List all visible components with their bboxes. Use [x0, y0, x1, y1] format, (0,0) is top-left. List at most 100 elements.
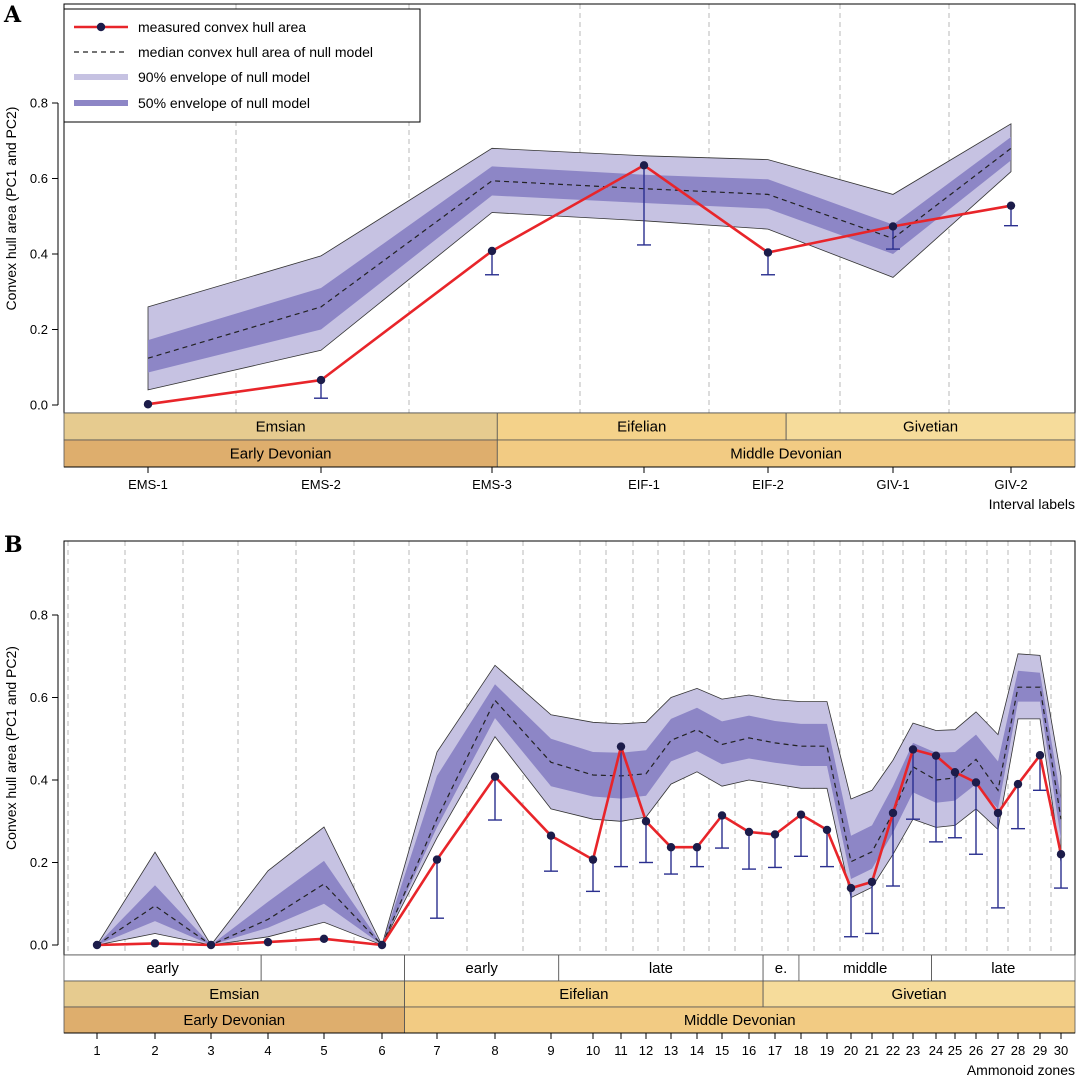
legend-item-label: median convex hull area of null model	[138, 44, 373, 60]
y-tick-label: 0.2	[30, 855, 48, 870]
x-tick-label: 17	[768, 1043, 782, 1058]
substage-band	[762, 954, 800, 982]
x-tick-label: 28	[1011, 1043, 1025, 1058]
median-line	[96, 686, 1062, 947]
data-point	[846, 883, 856, 893]
data-point	[867, 877, 877, 887]
data-point	[150, 939, 160, 948]
data-point	[993, 808, 1003, 818]
panel-a-chart: 0.0 0.2 0.4 0.6 0.8 Convex hull area (PC1 and…	[3, 3, 1076, 512]
panel-b-chart: 0.0 0.2 0.4 0.6 0.8 Convex hull area (PC1 and…	[3, 540, 1076, 1078]
x-tick-label: 2	[151, 1043, 158, 1058]
y-axis-title: Convex hull area (PC1 and PC2)	[3, 107, 19, 311]
stage-band	[63, 412, 498, 441]
x-tick-label: 30	[1054, 1043, 1068, 1058]
x-tick-label: 7	[433, 1043, 440, 1058]
period-band	[63, 439, 498, 468]
data-point	[950, 767, 960, 777]
substage-band-label: middle	[843, 960, 887, 977]
data-point	[908, 745, 918, 754]
x-tick-label: 1	[93, 1043, 100, 1058]
y-tick-label: 0.4	[30, 247, 48, 262]
stage-band	[762, 980, 1076, 1008]
y-tick-label: 0.6	[30, 690, 48, 705]
data-point	[931, 751, 941, 760]
data-point	[639, 161, 649, 170]
data-point	[1006, 201, 1016, 210]
x-tick-label: 24	[929, 1043, 943, 1058]
x-tick-label: 23	[906, 1043, 920, 1058]
x-tick-label: 9	[547, 1043, 554, 1058]
x-tick-label: 18	[794, 1043, 808, 1058]
data-point	[546, 831, 556, 840]
data-point	[490, 772, 500, 781]
stage-band-label: Eifelian	[559, 986, 608, 1003]
period-band	[496, 439, 1076, 468]
data-point	[432, 855, 442, 864]
x-axis-title: Ammonoid zones	[967, 1062, 1075, 1078]
period-band-label: Early Devonian	[230, 446, 332, 463]
substage-band-label: e.	[775, 960, 788, 977]
x-tick-label: 27	[991, 1043, 1005, 1058]
substage-band	[260, 954, 405, 982]
x-tick-label: 5	[320, 1043, 327, 1058]
stage-band-label: Givetian	[892, 986, 947, 1003]
data-point	[666, 843, 676, 852]
data-point	[377, 940, 387, 950]
period-band-label: Early Devonian	[183, 1012, 285, 1029]
stage-band-label: Eifelian	[617, 419, 666, 436]
data-point	[588, 855, 598, 864]
x-axis-title: Interval labels	[989, 496, 1075, 512]
x-tick-label: 16	[742, 1043, 756, 1058]
data-point	[888, 808, 898, 818]
x-tick-label: 15	[715, 1043, 729, 1058]
substage-band	[558, 954, 764, 982]
x-tick-label: 19	[820, 1043, 834, 1058]
panel-b-letter: B	[4, 532, 23, 558]
stage-band-label: Emsian	[256, 419, 306, 436]
substage-band-label: late	[649, 960, 673, 977]
data-point	[1035, 751, 1045, 760]
stage-band	[404, 980, 764, 1008]
x-tick-label: 10	[586, 1043, 600, 1058]
x-tick-label: 20	[844, 1043, 858, 1058]
x-tick-label: 22	[886, 1043, 900, 1058]
y-tick-label: 0.0	[30, 938, 48, 953]
x-tick-label: 4	[264, 1043, 271, 1058]
data-point	[143, 400, 153, 409]
period-band	[404, 1006, 1076, 1034]
data-point	[770, 830, 780, 839]
y-tick-label: 0.0	[30, 398, 48, 413]
x-tick-label: GIV-1	[876, 477, 909, 492]
data-point	[92, 940, 102, 950]
envelope-90	[96, 653, 1062, 947]
substage-band-label: early	[146, 960, 179, 977]
x-tick-label: 14	[690, 1043, 704, 1058]
x-tick-label: EIF-2	[752, 477, 784, 492]
data-point	[744, 827, 754, 837]
data-point	[206, 940, 216, 950]
envelope-50	[97, 670, 1061, 945]
envelope-50	[148, 137, 1011, 373]
data-point	[316, 375, 326, 385]
data-point	[971, 778, 981, 787]
data-point	[263, 937, 273, 947]
data-point	[717, 811, 727, 820]
x-tick-label: EMS-3	[472, 477, 512, 492]
substage-band	[931, 954, 1076, 982]
y-tick-label: 0.2	[30, 322, 48, 337]
legend-measured-point	[96, 22, 106, 32]
legend-item-label: 50% envelope of null model	[138, 95, 310, 111]
x-tick-label: GIV-2	[994, 477, 1027, 492]
legend-item-label: measured convex hull area	[138, 19, 306, 35]
x-tick-label: EMS-1	[128, 477, 168, 492]
x-tick-label: 8	[491, 1043, 498, 1058]
x-tick-label: EIF-1	[628, 477, 660, 492]
data-point	[1056, 850, 1066, 859]
period-band-label: Middle Devonian	[684, 1012, 796, 1029]
data-point	[692, 843, 702, 852]
y-tick-label: 0.6	[30, 171, 48, 186]
x-tick-label: 13	[664, 1043, 678, 1058]
data-point	[796, 810, 806, 819]
period-band-label: Middle Devonian	[730, 446, 842, 463]
